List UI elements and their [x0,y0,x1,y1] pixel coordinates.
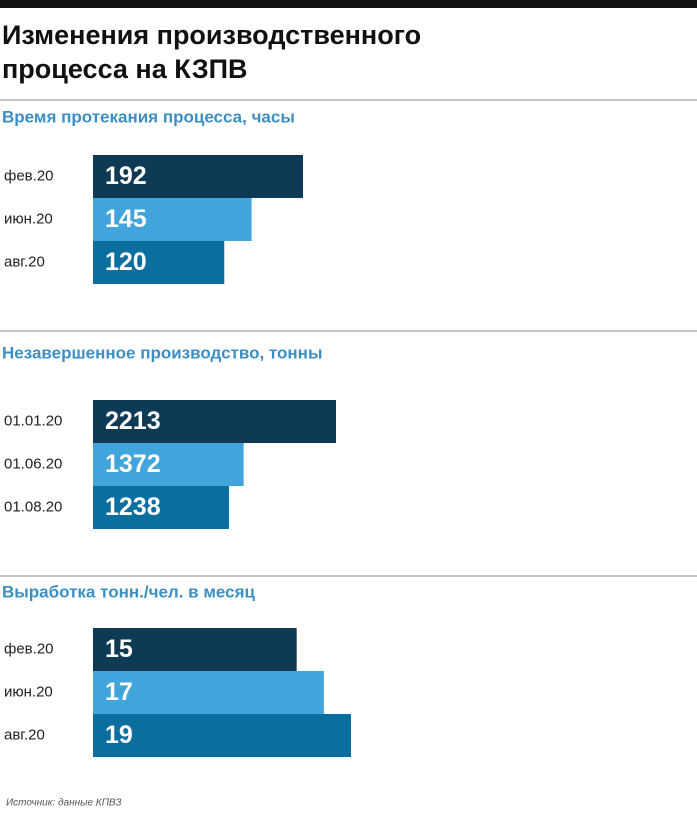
value-label: 192 [105,162,147,190]
bar [93,714,351,757]
chart-title: Незавершенное производство, тонны [2,343,322,362]
value-label: 17 [105,678,133,706]
value-label: 1372 [105,450,161,478]
category-label: 01.08.20 [4,498,62,515]
category-label: фев.20 [4,167,54,184]
title-line: Изменения производственного [2,20,421,50]
chart-title: Выработка тонн./чел. в месяц [2,582,255,601]
bar [93,628,297,671]
bar [93,486,229,529]
category-label: июн.20 [4,210,53,227]
top-bar [0,0,697,8]
category-label: авг.20 [4,253,45,270]
category-label: фев.20 [4,640,54,657]
category-label: июн.20 [4,683,53,700]
category-label: авг.20 [4,726,45,743]
bar [93,443,244,486]
bar [93,400,336,443]
value-label: 145 [105,205,147,233]
value-label: 19 [105,721,133,749]
value-label: 15 [105,635,133,663]
bar [93,155,303,198]
title-line: процесса на КЗПВ [2,54,248,84]
value-label: 120 [105,248,147,276]
category-label: 01.01.20 [4,412,62,429]
bar [93,671,324,714]
category-label: 01.06.20 [4,455,62,472]
bar [93,241,225,284]
chart-title: Время протекания процесса, часы [2,107,295,126]
value-label: 2213 [105,407,161,435]
value-label: 1238 [105,493,161,521]
source: Источник: данные КПВЗ [6,798,122,809]
bar [93,198,252,241]
